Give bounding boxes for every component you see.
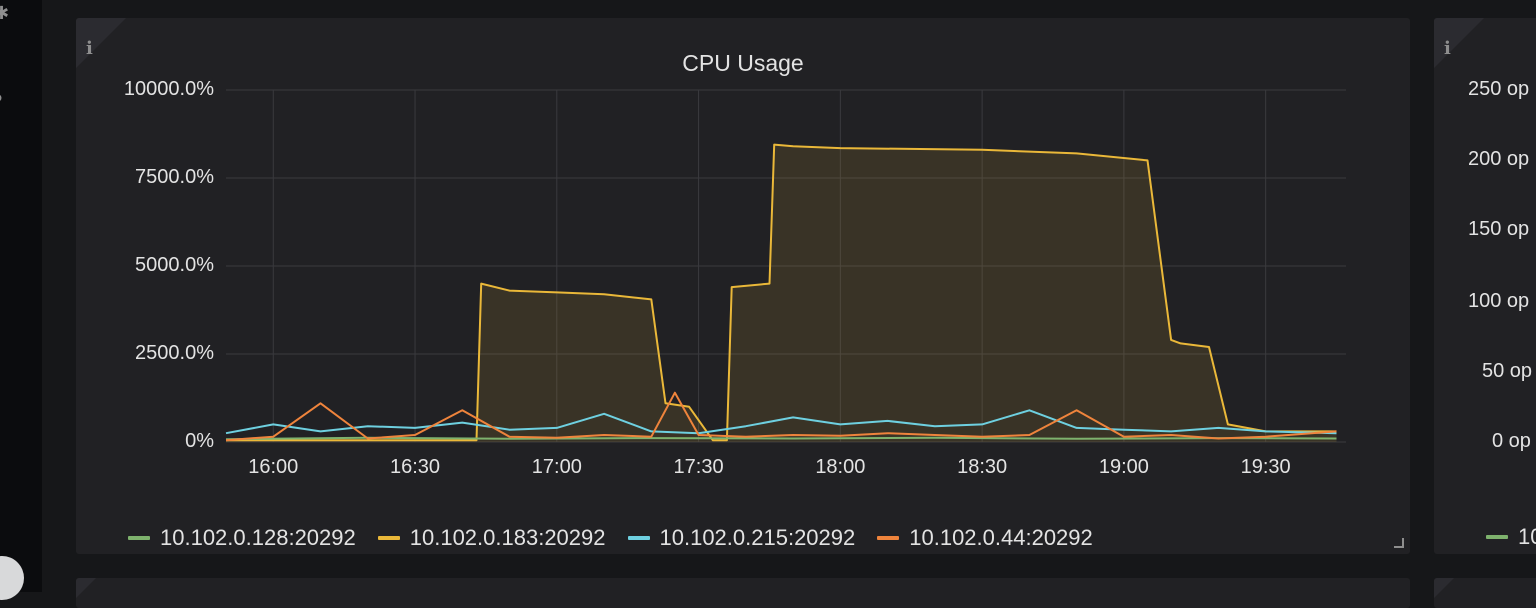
x-tick-label: 16:00 [248, 456, 299, 478]
legend-label: 10 [1518, 524, 1536, 549]
legend-label: 10.102.0.128:20292 [160, 525, 356, 550]
y-tick-label: 10000.0% [123, 78, 214, 100]
legend-swatch [128, 536, 150, 540]
sidebar: ✱ ◗ [0, 0, 42, 600]
gear-icon[interactable]: ✱ [0, 3, 10, 23]
y-tick-label: 5000.0% [135, 254, 214, 276]
panel-below [76, 578, 1410, 608]
legend-label: 10.102.0.44:20292 [909, 525, 1093, 550]
x-tick-label: 19:30 [1240, 456, 1291, 478]
legend-item[interactable]: 10.102.0.128:20292 [128, 525, 356, 551]
x-tick-label: 18:30 [957, 456, 1008, 478]
ops-panel: i 250 op 200 op 150 op 100 op 50 op 0 op… [1434, 18, 1536, 554]
y-tick-label: 0% [185, 430, 214, 452]
x-tick-label: 17:00 [531, 456, 582, 478]
y-tick-label: 100 op [1468, 290, 1530, 312]
legend-item[interactable]: 10.102.0.183:20292 [377, 525, 606, 551]
x-tick-label: 17:30 [673, 456, 724, 478]
x-tick-label: 19:00 [1098, 456, 1149, 478]
y-tick-label: 50 op [1482, 360, 1533, 382]
avatar[interactable] [0, 556, 24, 600]
info-icon[interactable]: i [86, 38, 93, 59]
panel-title[interactable]: CPU Usage [682, 50, 804, 76]
info-corner [1434, 578, 1454, 598]
info-corner [1434, 18, 1484, 68]
info-corner [76, 18, 126, 68]
x-tick-label: 16:30 [389, 456, 441, 478]
legend-item[interactable]: 10.102.0.44:20292 [877, 525, 1093, 551]
cpu-usage-panel: i CPU Usage 10000.0% 7500.0% 5000.0% 2500.0… [76, 18, 1410, 554]
legend-label: 10.102.0.215:20292 [659, 525, 856, 550]
series-line [225, 409, 1337, 435]
y-tick-label: 2500.0% [135, 342, 214, 364]
cpu-chart[interactable] [76, 18, 1410, 554]
series-line [225, 436, 1337, 441]
panel-below-right [1434, 578, 1536, 608]
series-area [226, 144, 1337, 442]
legend-swatch [377, 536, 400, 540]
y-tick-label: 200 op [1468, 148, 1530, 170]
y-tick-label: 250 op [1468, 78, 1530, 100]
series-line [226, 143, 1337, 442]
legend-swatch [877, 536, 900, 540]
legend-item[interactable]: 10.102.0.215:20292 [627, 525, 856, 551]
legend-label: 10.102.0.183:20292 [409, 525, 606, 550]
resize-handle-icon[interactable] [1394, 538, 1404, 548]
info-corner [76, 578, 96, 598]
info-icon[interactable]: i [1444, 38, 1451, 59]
shield-icon[interactable]: ◗ [0, 88, 12, 106]
y-tick-label: 7500.0% [135, 166, 214, 188]
y-tick-label: 0 op [1492, 430, 1531, 452]
legend-swatch [1486, 535, 1508, 539]
x-tick-label: 18:00 [815, 456, 866, 478]
y-tick-label: 150 op [1468, 218, 1530, 240]
legend: 10.102.0.128:20292 10.102.0.183:20292 10… [128, 524, 1115, 552]
legend-swatch [627, 536, 650, 540]
legend-item[interactable]: 10 [1486, 524, 1536, 550]
series-line [225, 391, 1337, 442]
